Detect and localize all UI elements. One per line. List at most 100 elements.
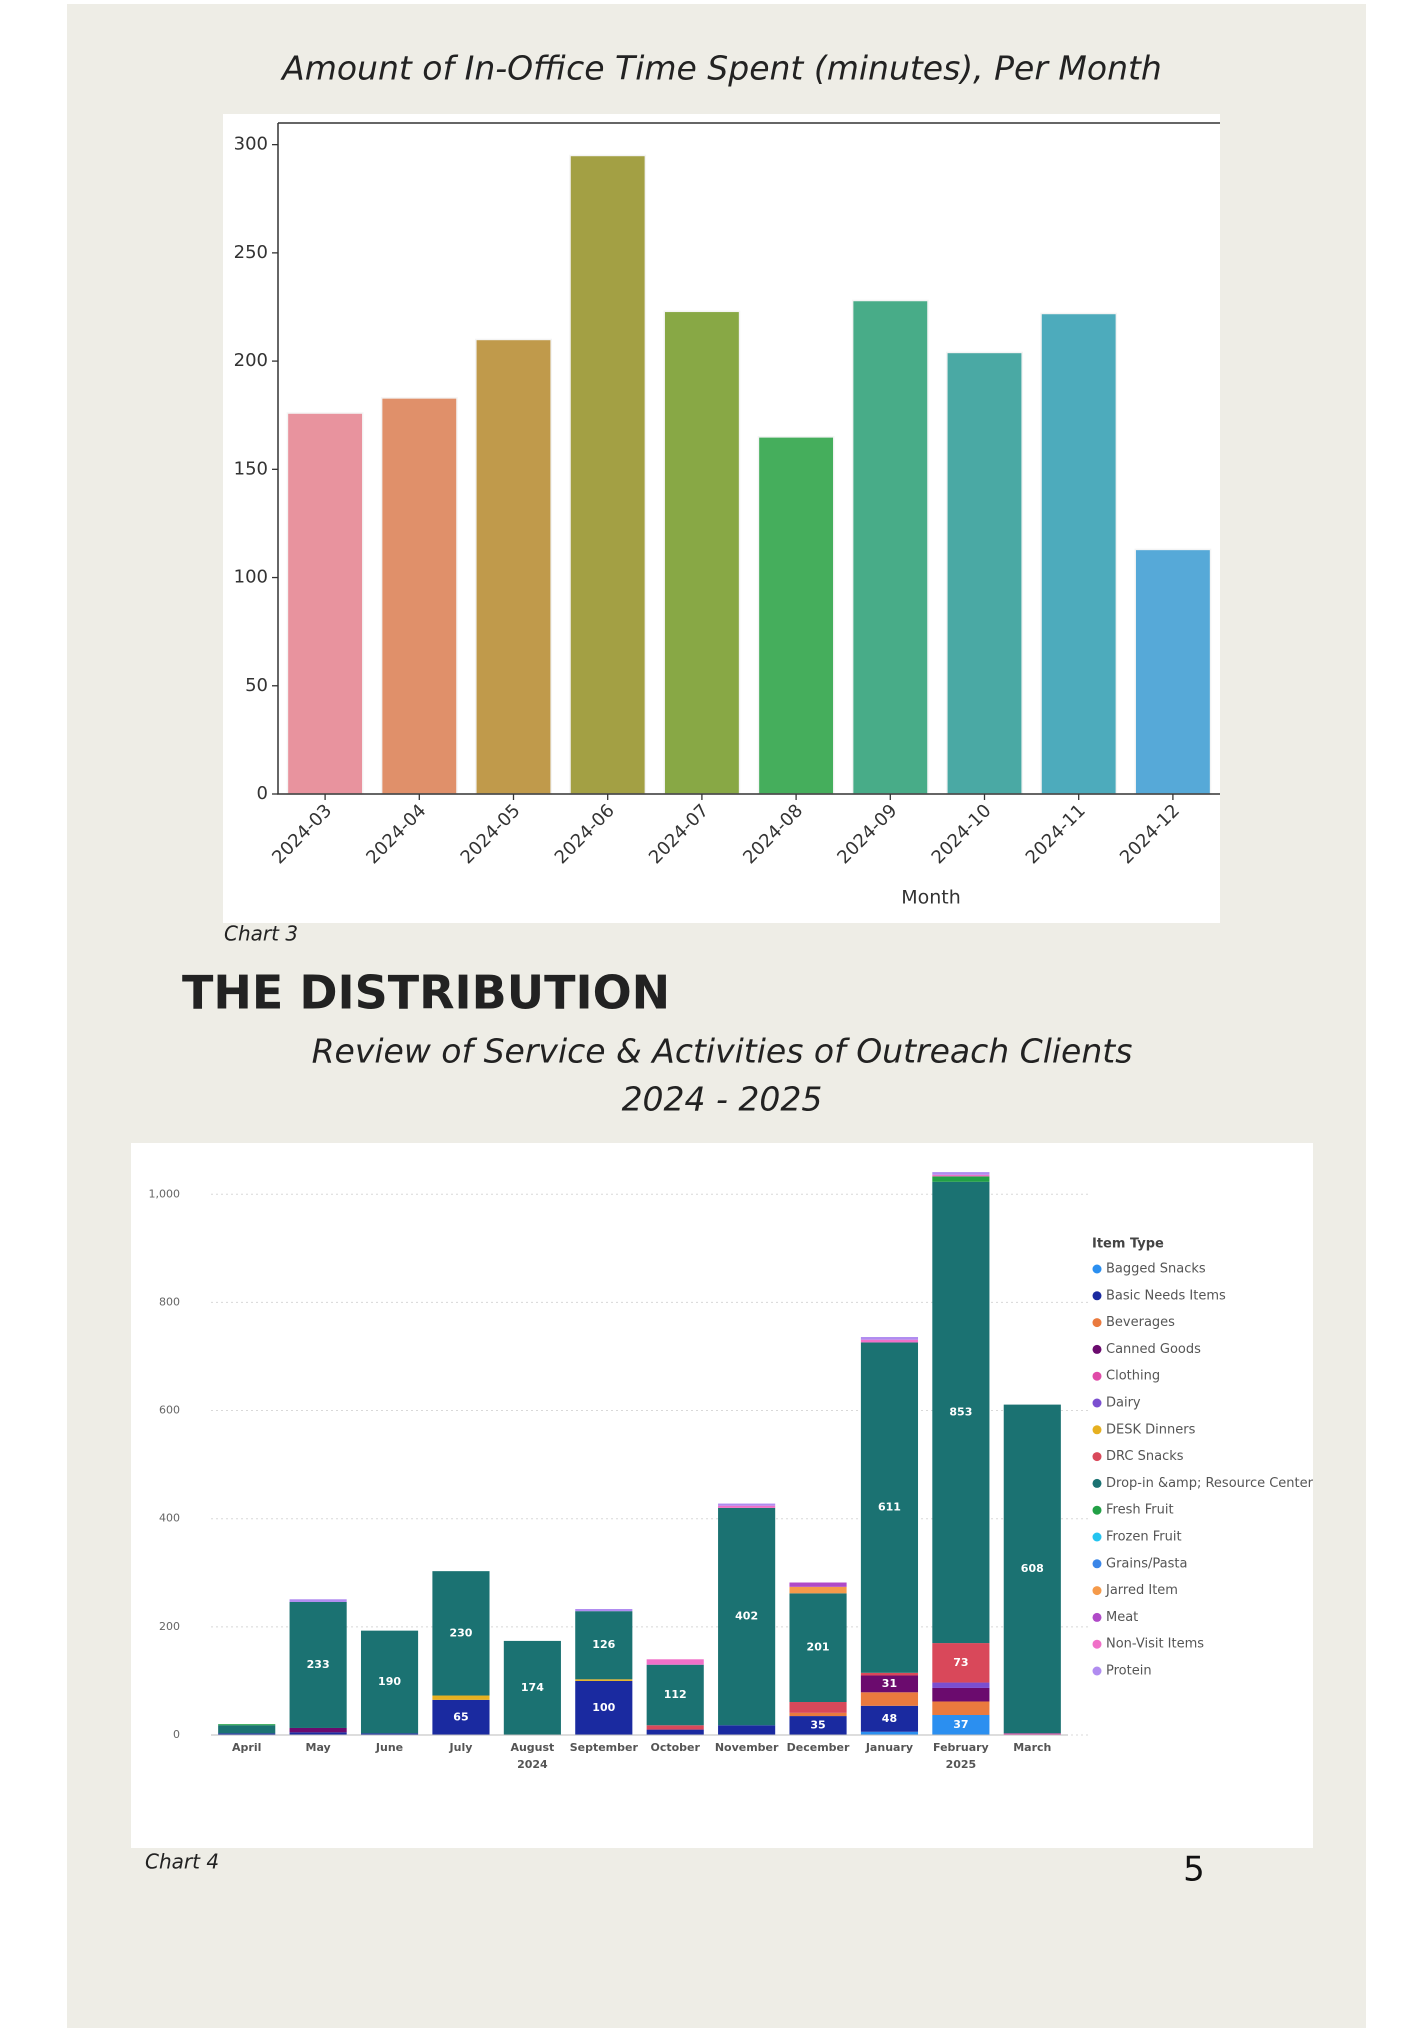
bar-segment xyxy=(932,1701,990,1715)
legend-marker xyxy=(1092,1532,1102,1542)
value-label: 35 xyxy=(810,1719,825,1732)
bar xyxy=(380,397,458,795)
legend-label: Drop-in &amp; Resource Center xyxy=(1106,1476,1314,1491)
value-label: 112 xyxy=(664,1688,687,1701)
bar-segment xyxy=(718,1503,776,1506)
bar-segment xyxy=(718,1507,776,1726)
bar xyxy=(286,412,364,795)
bar-segment xyxy=(860,1675,919,1693)
y-tick-label: 150 xyxy=(234,458,268,479)
bar-segment xyxy=(1003,1733,1061,1735)
bar xyxy=(569,154,647,795)
y-tick-label: 600 xyxy=(159,1404,180,1417)
legend-label: Bagged Snacks xyxy=(1106,1262,1206,1277)
bar-segment xyxy=(646,1664,704,1726)
chart-4-title: Review of Service & Activities of Outrea… xyxy=(312,1032,1133,1071)
chart-4-subtitle: 2024 - 2025 xyxy=(622,1080,823,1119)
legend-marker xyxy=(1092,1666,1102,1676)
x-axis-label: Month xyxy=(901,887,961,909)
legend-label: Frozen Fruit xyxy=(1106,1530,1182,1545)
y-tick-label: 1,000 xyxy=(149,1187,181,1200)
value-label: 611 xyxy=(878,1501,901,1514)
y-tick-label: 800 xyxy=(159,1295,180,1308)
bar-segment xyxy=(860,1672,919,1676)
y-tick-label: 100 xyxy=(234,567,268,588)
bar-segment xyxy=(860,1339,919,1343)
y-tick-label: 200 xyxy=(234,350,268,371)
legend-marker xyxy=(1092,1452,1102,1462)
y-tick-label: 400 xyxy=(159,1512,180,1525)
bar-segment xyxy=(646,1725,704,1730)
bar-segment xyxy=(860,1692,919,1706)
bar-segment xyxy=(289,1732,347,1735)
legend-marker xyxy=(1092,1318,1102,1328)
x-tick-label: March xyxy=(1013,1741,1051,1754)
legend-title: Item Type xyxy=(1092,1237,1164,1252)
y-tick-label: 250 xyxy=(234,242,268,263)
x-group-label: 2025 xyxy=(946,1758,977,1771)
bar-segment xyxy=(932,1643,990,1683)
value-label: 126 xyxy=(592,1638,615,1651)
value-label: 100 xyxy=(592,1701,615,1714)
x-tick-label: December xyxy=(787,1741,850,1754)
bar-segment xyxy=(932,1682,990,1688)
legend-marker xyxy=(1092,1639,1102,1649)
bar-segment xyxy=(932,1714,990,1735)
legend-label: Jarred Item xyxy=(1105,1583,1178,1598)
legend-marker xyxy=(1092,1398,1102,1408)
y-tick-label: 300 xyxy=(234,134,268,155)
bar-segment xyxy=(289,1601,347,1728)
bar-segment xyxy=(218,1724,276,1726)
bar xyxy=(475,338,552,795)
bar xyxy=(1134,548,1212,795)
x-group-label: 2024 xyxy=(517,1758,548,1771)
bar-segment xyxy=(860,1342,919,1673)
bar-segment xyxy=(503,1640,561,1735)
legend-marker xyxy=(1092,1371,1102,1381)
bar-segment xyxy=(718,1725,776,1735)
value-label: 37 xyxy=(953,1718,968,1731)
bar-segment xyxy=(789,1716,847,1735)
legend-marker xyxy=(1092,1478,1102,1488)
bar-segment xyxy=(432,1571,490,1696)
legend-label: DESK Dinners xyxy=(1106,1422,1196,1437)
legend-marker xyxy=(1092,1264,1102,1274)
value-label: 65 xyxy=(453,1710,468,1723)
bar-segment xyxy=(360,1630,419,1734)
value-label: 174 xyxy=(521,1681,544,1694)
bar-segment xyxy=(646,1659,704,1665)
bar-segment xyxy=(789,1712,847,1717)
bar-segment xyxy=(932,1176,990,1182)
section-heading: THE DISTRIBUTION xyxy=(182,966,670,1020)
bar-segment xyxy=(575,1611,633,1680)
value-label: 608 xyxy=(1021,1562,1044,1575)
bar-segment xyxy=(789,1586,847,1594)
bar-segment xyxy=(932,1687,990,1702)
x-tick-label: April xyxy=(232,1741,261,1754)
bar-segment xyxy=(218,1733,276,1735)
x-tick-label: September xyxy=(570,1741,639,1754)
value-label: 201 xyxy=(807,1641,830,1654)
bar-segment xyxy=(860,1731,919,1735)
legend-label: Canned Goods xyxy=(1106,1342,1201,1357)
bar-segment xyxy=(718,1505,776,1508)
bar-segment xyxy=(575,1680,633,1735)
bar-segment xyxy=(789,1582,847,1587)
value-label: 233 xyxy=(307,1658,330,1671)
bar xyxy=(663,310,741,795)
bar-segment xyxy=(289,1599,347,1602)
chart-3-title: Amount of In-Office Time Spent (minutes)… xyxy=(280,49,1162,88)
y-tick-label: 200 xyxy=(159,1620,180,1633)
x-tick-label: July xyxy=(449,1741,473,1754)
bar xyxy=(946,351,1023,795)
legend-label: DRC Snacks xyxy=(1106,1449,1184,1464)
bar-segment xyxy=(432,1695,490,1700)
bar-segment xyxy=(575,1609,633,1612)
value-label: 853 xyxy=(949,1405,972,1418)
y-tick-label: 0 xyxy=(173,1728,180,1741)
legend-label: Dairy xyxy=(1106,1396,1141,1411)
bar-segment xyxy=(646,1729,704,1735)
bar-segment xyxy=(360,1733,419,1735)
value-label: 73 xyxy=(953,1656,968,1669)
